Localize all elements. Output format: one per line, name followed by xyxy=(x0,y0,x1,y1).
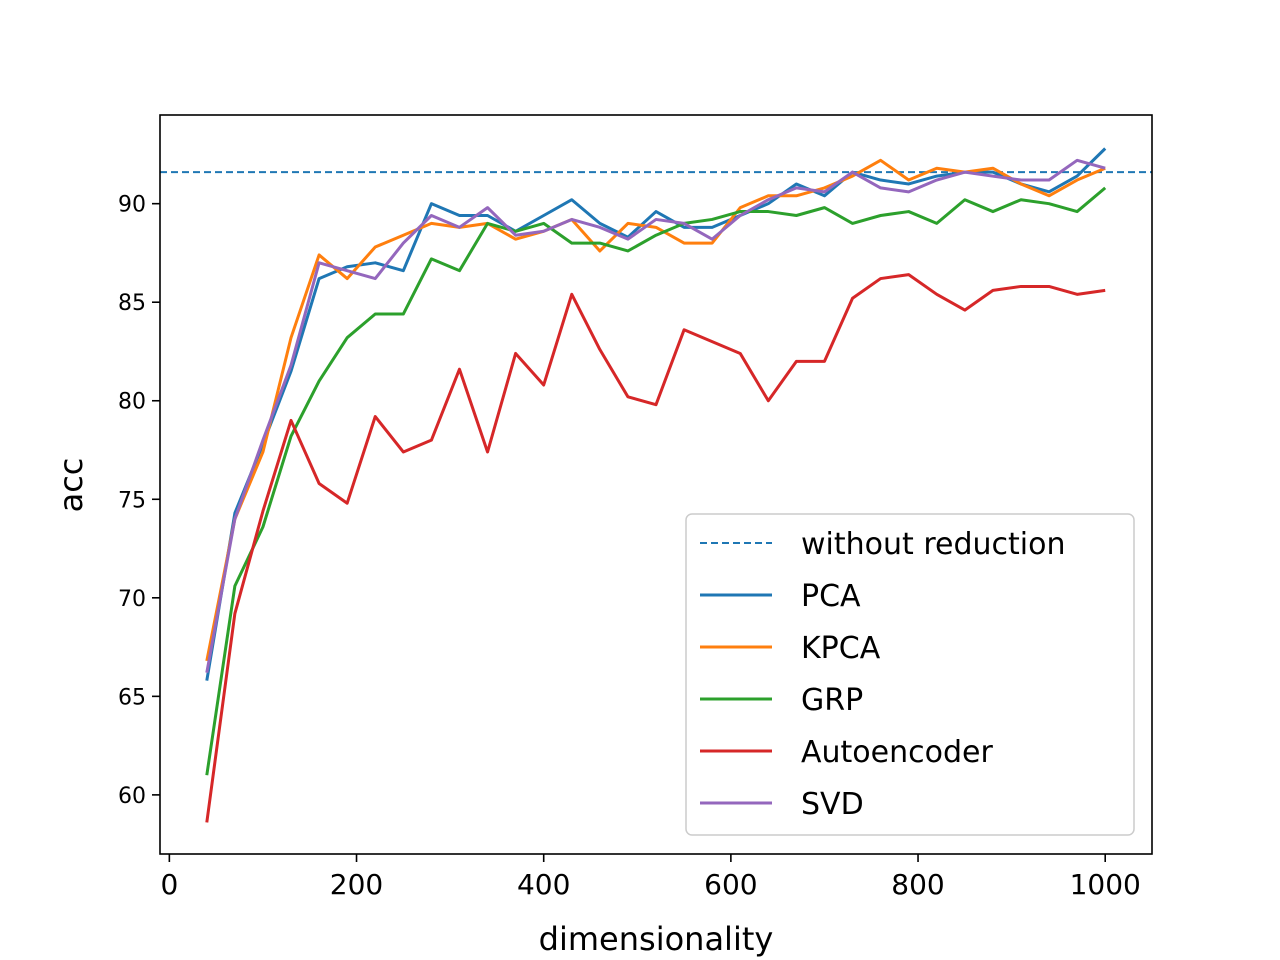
y-tick-label: 80 xyxy=(118,390,146,415)
legend-label: without reduction xyxy=(801,527,1065,562)
series-line-kpca xyxy=(205,158,1106,662)
x-tick-label: 600 xyxy=(704,868,757,901)
plot-frame xyxy=(159,114,1153,855)
legend-box xyxy=(685,513,1135,836)
legend-label: GRP xyxy=(801,683,863,718)
legend-label: KPCA xyxy=(801,631,881,666)
x-axis-label: dimensionality xyxy=(539,920,774,958)
x-tick-label: 1000 xyxy=(1070,868,1141,901)
x-tick-label: 200 xyxy=(330,868,383,901)
x-tick-label: 800 xyxy=(891,868,944,901)
y-tick-label: 85 xyxy=(118,291,146,316)
y-tick-label: 60 xyxy=(118,784,146,809)
x-tick-label: 400 xyxy=(517,868,570,901)
y-axis: 60 65 70 75 80 85 90 xyxy=(118,193,160,809)
series-line-grp xyxy=(205,186,1107,776)
legend-label: PCA xyxy=(801,579,861,614)
y-axis-label: acc xyxy=(52,458,90,513)
x-axis: 0 200 400 600 800 1000 xyxy=(160,854,1141,901)
y-tick-label: 75 xyxy=(118,488,146,513)
series-line-autoencoder xyxy=(205,273,1106,823)
series-line-svd xyxy=(205,158,1106,673)
legend-label: Autoencoder xyxy=(801,735,993,770)
x-tick-label: 0 xyxy=(160,868,178,901)
plot-lines xyxy=(160,147,1152,823)
y-tick-label: 65 xyxy=(118,685,146,710)
y-tick-label: 70 xyxy=(118,587,146,612)
y-tick-label: 90 xyxy=(118,193,146,218)
legend-label: SVD xyxy=(801,787,864,822)
legend: without reduction PCA KPCA GRP Autoencoder SV… xyxy=(685,513,1135,836)
